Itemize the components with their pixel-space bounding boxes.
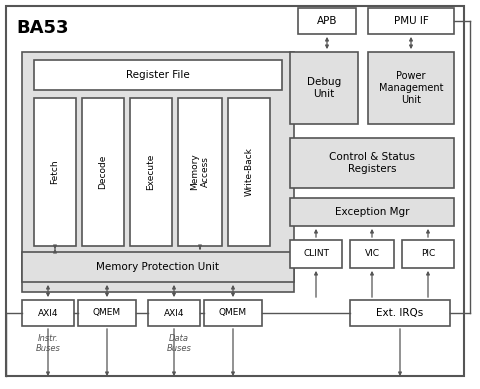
Text: Memory Protection Unit: Memory Protection Unit <box>96 262 219 272</box>
Bar <box>350 240 394 268</box>
Text: Debug
Unit: Debug Unit <box>307 77 341 99</box>
Text: AXI4: AXI4 <box>38 308 58 317</box>
Bar <box>298 8 356 34</box>
Bar <box>130 98 172 246</box>
Bar <box>228 98 270 246</box>
Text: APB: APB <box>317 16 337 26</box>
Bar <box>22 52 294 292</box>
Bar <box>178 98 222 246</box>
Bar <box>350 300 450 326</box>
Bar <box>290 240 342 268</box>
Bar <box>368 8 454 34</box>
Text: AXI4: AXI4 <box>164 308 184 317</box>
Text: Data
Buses: Data Buses <box>167 334 192 353</box>
Text: Memory
Access: Memory Access <box>190 154 210 190</box>
Bar <box>402 240 454 268</box>
Bar <box>368 52 454 124</box>
Bar <box>78 300 136 326</box>
Text: PIC: PIC <box>421 249 435 259</box>
Text: Fetch: Fetch <box>50 160 60 184</box>
Text: Power
Management
Unit: Power Management Unit <box>379 72 443 105</box>
Bar <box>82 98 124 246</box>
Text: CLINT: CLINT <box>303 249 329 259</box>
Text: QMEM: QMEM <box>93 308 121 317</box>
Bar <box>148 300 200 326</box>
Text: QMEM: QMEM <box>219 308 247 317</box>
Bar <box>290 138 454 188</box>
Text: Register File: Register File <box>126 70 190 80</box>
Text: PMU IF: PMU IF <box>394 16 428 26</box>
Bar <box>22 300 74 326</box>
Bar <box>290 198 454 226</box>
Text: Exception Mgr: Exception Mgr <box>335 207 409 217</box>
Text: BA53: BA53 <box>16 19 69 37</box>
Bar <box>34 60 282 90</box>
Text: Control & Status
Registers: Control & Status Registers <box>329 152 415 174</box>
Text: Decode: Decode <box>98 155 108 189</box>
Text: VIC: VIC <box>364 249 380 259</box>
Bar <box>290 52 358 124</box>
Bar <box>34 98 76 246</box>
Text: Write-Back: Write-Back <box>244 147 253 196</box>
Bar <box>22 252 294 282</box>
Text: Ext. IRQs: Ext. IRQs <box>376 308 424 318</box>
Text: Execute: Execute <box>146 154 156 190</box>
Text: Instr.
Buses: Instr. Buses <box>36 334 60 353</box>
Bar <box>204 300 262 326</box>
